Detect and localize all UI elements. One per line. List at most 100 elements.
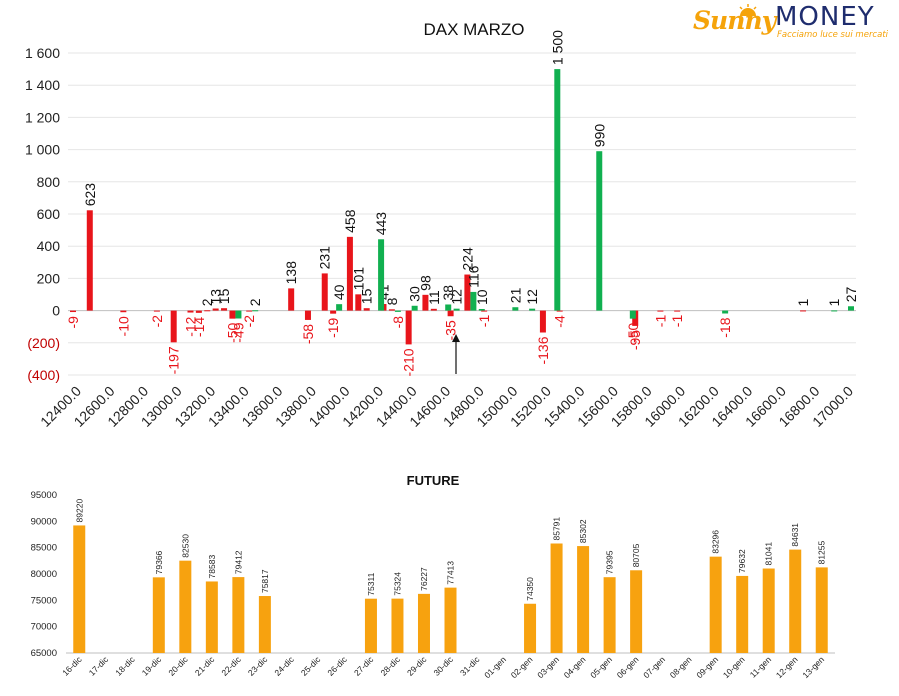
data-label: 80705	[631, 543, 641, 567]
data-label: 13	[208, 289, 224, 305]
bar	[391, 598, 404, 653]
data-label: -14	[191, 317, 207, 337]
data-label: 1 500	[549, 30, 565, 65]
bar	[481, 310, 488, 312]
data-label: 11	[426, 290, 442, 305]
x-tick-label: 22-dic	[219, 654, 243, 678]
bar	[417, 593, 430, 653]
data-label: 231	[317, 246, 333, 270]
bar	[478, 308, 485, 311]
data-label: 75311	[366, 572, 376, 595]
x-tick-label: 28-dic	[378, 654, 402, 678]
y-tick-label: 1 000	[25, 142, 60, 158]
data-label: 15	[216, 288, 232, 304]
y-tick-label: 75000	[31, 595, 57, 606]
y-tick-label: 80000	[31, 569, 57, 580]
bar	[550, 543, 563, 653]
data-label: -19	[325, 317, 341, 337]
y-tick-label: 70000	[31, 622, 57, 633]
y-tick-label: 1 600	[25, 45, 60, 61]
data-label: 83296	[711, 530, 721, 554]
bar	[848, 306, 854, 311]
bar	[789, 549, 802, 653]
data-label: 79412	[233, 550, 243, 574]
data-label: -210	[401, 348, 417, 376]
x-tick-label: 06-gen	[615, 654, 641, 680]
bar	[411, 305, 418, 311]
data-label: 8	[384, 297, 400, 305]
y-tick-label: 1 400	[25, 77, 60, 93]
data-label: -49	[230, 322, 246, 342]
data-label: 27	[843, 286, 859, 302]
x-tick-label: 17-dic	[87, 654, 111, 678]
bar	[447, 310, 454, 317]
x-tick-label: 09-gen	[694, 654, 720, 680]
x-tick-label: 20-dic	[166, 654, 190, 678]
bar	[709, 556, 722, 653]
x-tick-label: 02-gen	[509, 654, 535, 680]
bar	[470, 291, 477, 311]
x-tick-label: 21-dic	[193, 654, 217, 678]
sun-icon	[739, 4, 757, 16]
data-label: -18	[717, 317, 733, 337]
bar	[430, 308, 437, 311]
data-label: 75817	[260, 569, 270, 593]
data-label: -10	[115, 316, 131, 336]
bar	[73, 525, 86, 653]
x-tick-label: 07-gen	[641, 654, 667, 680]
data-label: -95	[627, 330, 643, 350]
bar	[388, 309, 395, 311]
x-tick-label: 19-dic	[140, 654, 164, 678]
y-tick-label: 1 200	[25, 109, 60, 125]
bar	[246, 310, 253, 312]
data-label: 2	[199, 298, 215, 306]
bar	[722, 310, 729, 314]
logo-money-text: MONEY	[775, 2, 875, 32]
data-label: 38	[440, 285, 456, 301]
bar	[422, 294, 429, 311]
data-label: 79366	[154, 550, 164, 574]
bar	[556, 310, 563, 312]
bar	[321, 273, 328, 311]
data-label: 10	[474, 289, 490, 305]
x-tick-label: 10-gen	[721, 654, 747, 680]
data-label: 78583	[207, 555, 217, 579]
data-label: 1	[795, 298, 811, 306]
data-label: -50	[625, 322, 641, 342]
x-tick-label: 05-gen	[588, 654, 614, 680]
data-label: -197	[166, 346, 182, 374]
x-tick-label: 29-dic	[405, 654, 429, 678]
x-tick-label: 25-dic	[299, 654, 323, 678]
data-label: 30	[407, 286, 423, 302]
data-label: -136	[535, 336, 551, 364]
bar	[170, 310, 177, 343]
bar	[235, 310, 242, 319]
y-tick-label: 800	[37, 174, 61, 190]
logo-tagline: Facciamo luce sui mercati	[777, 30, 889, 40]
bar	[288, 288, 295, 311]
bar	[258, 596, 271, 653]
y-tick-label: 95000	[31, 490, 57, 501]
bar	[464, 274, 471, 311]
data-label: -1	[652, 315, 668, 328]
bar	[179, 560, 192, 653]
data-label: 138	[283, 261, 299, 285]
data-label: 12	[449, 289, 465, 305]
bar	[205, 581, 218, 653]
data-label: 89220	[74, 499, 84, 523]
data-label: -12	[182, 316, 198, 336]
data-label: 12	[524, 289, 540, 305]
bar	[596, 151, 603, 311]
data-label: 2	[247, 298, 263, 306]
y-tick-label: (400)	[27, 367, 60, 383]
bar	[195, 310, 202, 313]
x-tick-label: 31-dic	[458, 654, 482, 678]
bar	[70, 310, 76, 313]
data-label: 79632	[737, 549, 747, 573]
data-label: 85791	[552, 517, 562, 541]
y-tick-label: 65000	[31, 648, 57, 659]
data-label: -35	[443, 320, 459, 340]
data-label: 98	[417, 275, 433, 291]
